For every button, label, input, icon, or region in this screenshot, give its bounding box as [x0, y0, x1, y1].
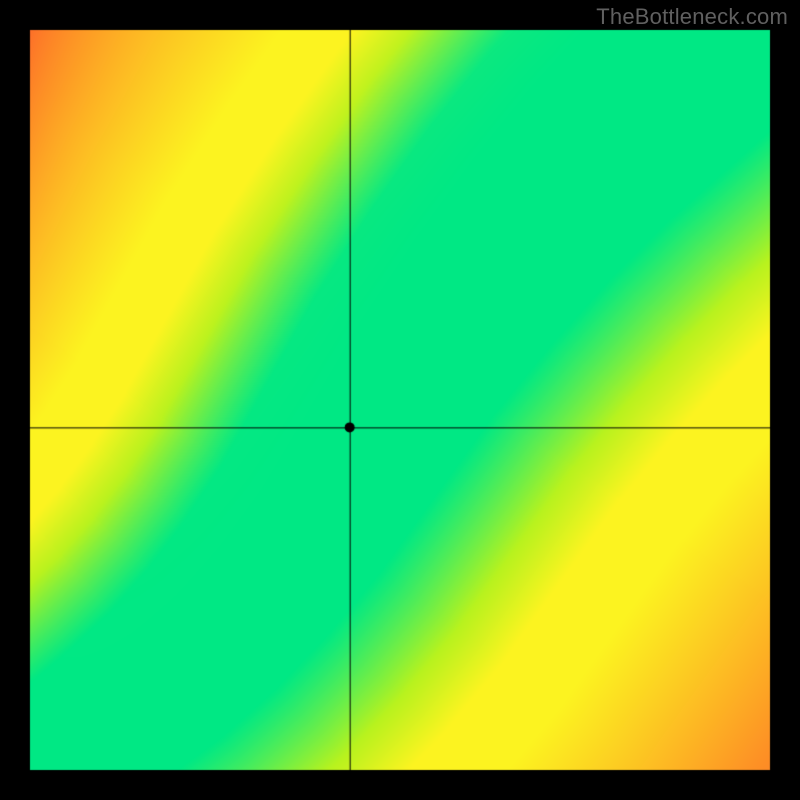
watermark-label: TheBottleneck.com	[596, 4, 788, 30]
bottleneck-heatmap	[0, 0, 800, 800]
